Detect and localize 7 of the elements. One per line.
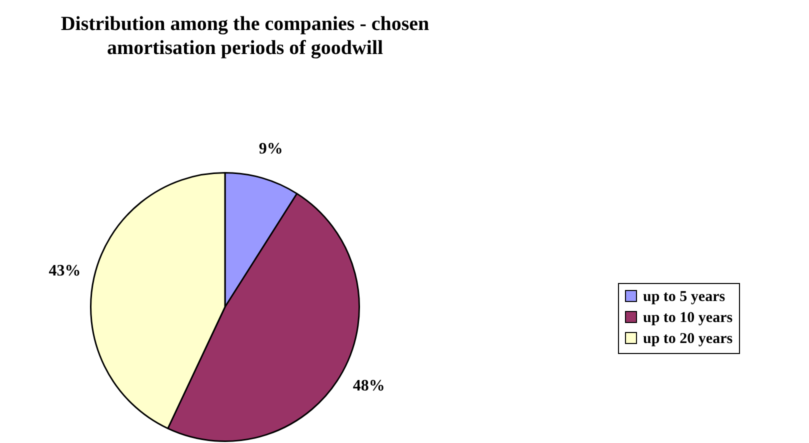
legend-label: up to 20 years: [642, 330, 733, 349]
data-label: 48%: [352, 377, 385, 394]
legend-label: up to 10 years: [642, 309, 733, 328]
data-label: 9%: [258, 140, 283, 158]
data-label: 43%: [48, 262, 81, 280]
chart-title: Distribution among the companies - chosen amortisation periods of goodwill: [60, 12, 430, 60]
legend-label: up to 5 years: [642, 288, 726, 307]
